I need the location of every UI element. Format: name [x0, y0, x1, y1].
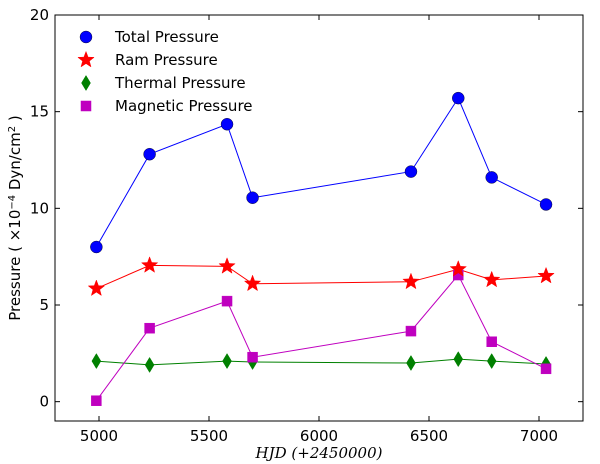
data-point [452, 91, 465, 105]
axis-ticks [55, 14, 583, 421]
data-point [144, 322, 155, 334]
x-axis-label: HJD (+2450000) [255, 444, 383, 462]
series-line [95, 97, 547, 248]
legend-label: Thermal Pressure [114, 74, 246, 92]
y-axis-label-exponent: −4 [7, 195, 18, 210]
data-point [486, 353, 497, 370]
series-line [96, 358, 547, 366]
y-axis-label-unit: Dyn/cm [6, 132, 24, 195]
data-point [91, 395, 102, 406]
x-tick-label: 6000 [300, 427, 338, 445]
legend-label: Magnetic Pressure [115, 97, 253, 115]
x-tick-label: 6500 [410, 427, 448, 445]
data-point [449, 260, 468, 277]
data-point [405, 325, 417, 337]
series-lines [95, 97, 547, 401]
y-axis-label-close: ) [6, 115, 24, 126]
legend-label: Ram Pressure [115, 51, 218, 69]
legend-marker [79, 30, 93, 44]
y-tick-label: 20 [30, 6, 49, 24]
x-tick-label: 7000 [520, 427, 558, 445]
x-tick-label: 5000 [80, 427, 118, 445]
legend-marker [80, 100, 92, 112]
data-point [539, 198, 553, 211]
y-tick-label: 5 [39, 296, 49, 314]
data-point [404, 165, 418, 178]
legend-label: Total Pressure [114, 28, 219, 46]
data-point [540, 363, 552, 375]
y-axis-label: Pressure ( ×10−4 Dyn/cm2 ) [6, 115, 24, 320]
y-axis-label-main: Pressure ( ×10 [6, 210, 24, 321]
data-point [537, 266, 555, 284]
data-point [143, 147, 156, 161]
data-point [140, 256, 159, 273]
data-point [402, 272, 420, 290]
axis-tick-labels: 5000 5500 6000 6500 7000 0 5 10 15 20 [30, 6, 558, 445]
data-point [220, 118, 234, 131]
legend-marker [81, 75, 91, 91]
data-point [221, 295, 233, 307]
data-point [453, 351, 464, 368]
data-point [90, 240, 103, 254]
data-point [218, 257, 236, 274]
y-tick-label: 0 [39, 393, 49, 411]
y-axis-label-unit-exponent: 2 [7, 126, 18, 132]
data-point [246, 191, 259, 204]
legend-marker [77, 50, 95, 68]
data-point [247, 351, 258, 363]
legend: Total Pressure Ram Pressure Thermal Pressu… [77, 28, 253, 115]
series-line [95, 274, 547, 401]
y-tick-label: 10 [30, 199, 49, 217]
x-tick-label: 5500 [190, 427, 228, 445]
data-point [482, 270, 501, 288]
data-point [486, 336, 497, 347]
series-line [96, 264, 547, 290]
y-tick-label: 15 [30, 103, 49, 121]
data-point [406, 355, 416, 371]
data-point [91, 353, 102, 370]
series-markers [87, 91, 555, 406]
data-point [87, 279, 106, 297]
data-point [243, 274, 262, 292]
data-point [144, 356, 155, 373]
data-point [485, 171, 498, 184]
data-point [222, 353, 232, 370]
